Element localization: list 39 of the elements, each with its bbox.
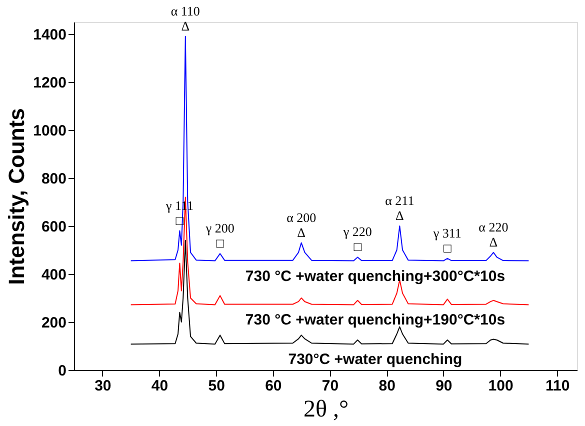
x-axis-title: 2θ ,° [303, 396, 349, 422]
annotation: α 200 [286, 210, 316, 225]
x-tick-label: 50 [208, 378, 225, 394]
x-tick-label: 30 [94, 378, 112, 394]
series-label: 730°C +water quenching [288, 351, 462, 368]
annotation: Δ [489, 234, 498, 250]
x-tick-label: 60 [265, 378, 282, 394]
y-tick-label: 200 [41, 314, 66, 332]
x-tick-label: 110 [546, 378, 570, 394]
x-tick-label: 90 [436, 378, 452, 394]
y-tick-label: 1000 [33, 122, 66, 140]
annotation: □ [443, 240, 452, 256]
annotation: Δ [395, 208, 404, 223]
annotation: □ [216, 236, 224, 251]
y-tick-label: 1200 [33, 74, 66, 92]
y-tick-label: 1400 [33, 26, 66, 44]
line-series [130, 240, 530, 345]
line-series [130, 36, 530, 262]
annotation: α 211 [385, 193, 414, 208]
y-tick-label: 600 [41, 218, 66, 236]
y-tick-label: 800 [41, 170, 66, 188]
series-label: 730 °C +water quenching+190°C*10s [245, 312, 506, 329]
x-tick-label: 70 [322, 378, 339, 394]
annotation: □ [354, 239, 362, 254]
annotation: γ 311 [432, 225, 462, 240]
annotation: γ 220 [342, 224, 372, 240]
annotation: α 110 [170, 3, 200, 18]
x-tick-label: 100 [488, 378, 514, 394]
annotation: γ 200 [204, 220, 234, 236]
y-tick-label: 400 [41, 266, 66, 284]
x-tick-label: 40 [151, 378, 168, 394]
series-label: 730 °C +water quenching+300°C*10s [245, 268, 506, 285]
annotation: Δ [297, 224, 306, 240]
y-axis-title: Intensity, Counts [4, 108, 30, 285]
y-tick-label: 0 [58, 362, 66, 380]
annotation: α 220 [478, 219, 508, 234]
line-series [130, 196, 530, 306]
annotation: Δ [181, 18, 190, 34]
x-tick-label: 80 [378, 378, 396, 394]
